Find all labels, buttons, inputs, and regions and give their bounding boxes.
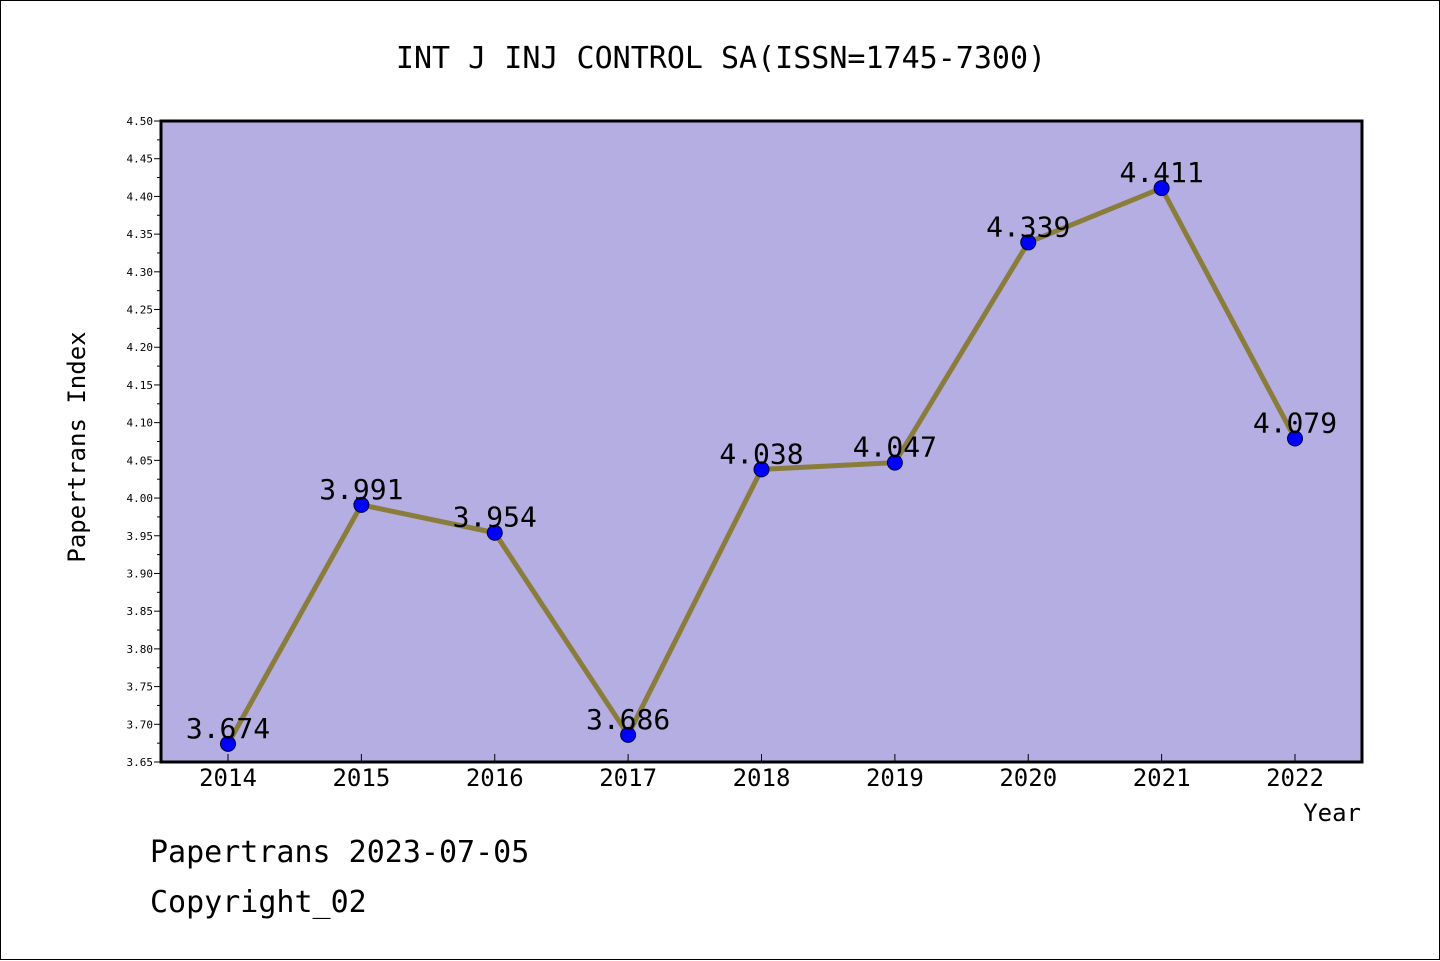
data-point bbox=[1020, 234, 1037, 251]
data-point bbox=[486, 524, 503, 541]
data-point bbox=[620, 726, 637, 743]
x-tick-label: 2022 bbox=[1266, 764, 1324, 792]
y-tick-label: 3.70 bbox=[127, 718, 154, 731]
y-tick-label: 4.05 bbox=[127, 454, 154, 467]
y-tick-label: 3.80 bbox=[127, 643, 154, 656]
x-tick-label: 2020 bbox=[999, 764, 1057, 792]
y-tick-label: 4.35 bbox=[127, 228, 154, 241]
x-tick-label: 2021 bbox=[1133, 764, 1191, 792]
data-markers bbox=[220, 180, 1303, 752]
data-label: 3.674 bbox=[186, 712, 270, 745]
y-tick-label: 3.95 bbox=[127, 530, 154, 543]
x-tick-label: 2019 bbox=[866, 764, 924, 792]
data-point bbox=[1153, 180, 1170, 197]
y-tick-label: 3.65 bbox=[127, 756, 154, 769]
data-point bbox=[1287, 430, 1303, 447]
data-label: 4.047 bbox=[853, 431, 937, 464]
data-labels: 3.674 3.991 3.954 3.686 4.038 4.047 4.339 4.411… bbox=[186, 156, 1337, 745]
chart-title: INT J INJ CONTROL SA(ISSN=1745-7300) bbox=[396, 41, 1046, 76]
y-tick-label: 4.15 bbox=[127, 379, 154, 392]
y-tick-label: 3.85 bbox=[127, 605, 154, 618]
y-axis-title: Papertrans Index bbox=[63, 331, 91, 562]
data-point bbox=[353, 496, 370, 513]
x-tick-label: 2014 bbox=[199, 764, 257, 792]
y-axis: 3.65 3.70 3.75 3.80 3.85 3.90 3.95 4.00 4.05 4.10… bbox=[127, 115, 161, 769]
y-tick-label: 4.30 bbox=[127, 266, 154, 279]
footer-copyright: Copyright_02 bbox=[150, 885, 367, 920]
plot-border bbox=[159, 119, 1364, 764]
y-tick-label: 4.25 bbox=[127, 304, 154, 317]
y-tick-label: 3.90 bbox=[127, 567, 154, 580]
x-tick-label: 2016 bbox=[466, 764, 524, 792]
data-point bbox=[220, 735, 236, 752]
x-axis-title: Year bbox=[1303, 799, 1361, 827]
y-tick-label: 4.50 bbox=[127, 115, 154, 128]
y-tick-label: 4.45 bbox=[127, 153, 154, 166]
plot-area bbox=[161, 121, 1362, 762]
x-tick-label: 2017 bbox=[599, 764, 657, 792]
data-label: 3.686 bbox=[586, 703, 670, 736]
y-tick-label: 4.40 bbox=[127, 190, 154, 203]
y-tick-label: 4.00 bbox=[127, 492, 154, 505]
data-label: 4.038 bbox=[719, 437, 803, 470]
x-tick-label: 2015 bbox=[332, 764, 390, 792]
data-label: 3.991 bbox=[319, 473, 403, 506]
footer-date: Papertrans 2023-07-05 bbox=[150, 835, 530, 870]
x-tick-label: 2018 bbox=[733, 764, 791, 792]
x-axis: 2014 2015 2016 2017 2018 2019 2020 2021 2022 bbox=[199, 754, 1324, 792]
y-tick-label: 4.20 bbox=[127, 341, 154, 354]
data-label: 3.954 bbox=[453, 501, 537, 534]
data-label: 4.411 bbox=[1119, 156, 1203, 189]
data-label: 4.079 bbox=[1253, 406, 1337, 439]
y-tick-label: 4.10 bbox=[127, 417, 154, 430]
data-point bbox=[886, 454, 903, 471]
data-point bbox=[753, 461, 770, 478]
y-tick-label: 3.75 bbox=[127, 681, 154, 694]
data-label: 4.339 bbox=[986, 210, 1070, 243]
